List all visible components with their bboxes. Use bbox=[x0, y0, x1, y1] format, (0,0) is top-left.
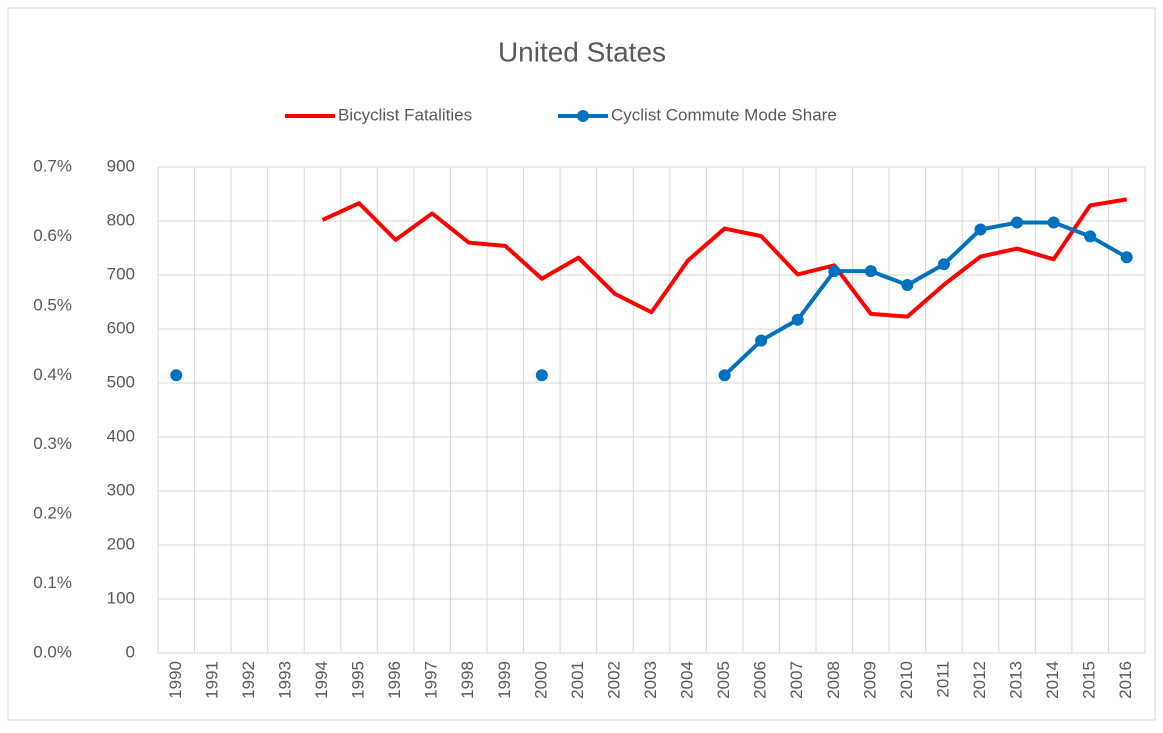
series-marker bbox=[718, 369, 731, 382]
y2-tick-label: 0.4% bbox=[33, 365, 72, 384]
series-marker bbox=[1084, 230, 1097, 243]
x-tick-label: 2008 bbox=[824, 661, 843, 699]
series-marker bbox=[937, 258, 950, 271]
y2-tick-label: 0.1% bbox=[33, 573, 72, 592]
x-tick-label: 2014 bbox=[1043, 661, 1062, 699]
x-tick-label: 2015 bbox=[1080, 661, 1099, 699]
x-tick-label: 2007 bbox=[787, 661, 806, 699]
chart-border bbox=[7, 7, 1156, 721]
series-line bbox=[723, 220, 1128, 377]
y2-tick-label: 0.7% bbox=[33, 156, 72, 175]
y2-tick-label: 0.5% bbox=[33, 295, 72, 314]
x-tick-label: 1992 bbox=[239, 661, 258, 699]
x-tick-label: 2005 bbox=[714, 661, 733, 699]
y2-tick-label: 0.6% bbox=[33, 226, 72, 245]
x-tick-label: 1990 bbox=[166, 661, 185, 699]
y-tick-label: 800 bbox=[107, 210, 135, 229]
x-tick-label: 2010 bbox=[897, 661, 916, 699]
series-marker bbox=[535, 369, 548, 382]
series-marker bbox=[1011, 216, 1024, 229]
x-tick-label: 2000 bbox=[531, 661, 550, 699]
y2-tick-label: 0.2% bbox=[33, 504, 72, 523]
series-marker bbox=[1120, 251, 1133, 264]
x-tick-label: 2002 bbox=[604, 661, 623, 699]
y-tick-label: 600 bbox=[107, 318, 135, 337]
x-tick-label: 1991 bbox=[202, 661, 221, 699]
series-marker bbox=[974, 223, 987, 236]
series-marker bbox=[1047, 216, 1060, 229]
y-tick-label: 400 bbox=[107, 426, 135, 445]
y-tick-label: 500 bbox=[107, 372, 135, 391]
series-marker bbox=[791, 313, 804, 326]
legend-label: Cyclist Commute Mode Share bbox=[611, 105, 837, 124]
y-tick-label: 100 bbox=[107, 588, 135, 607]
y-tick-label: 300 bbox=[107, 480, 135, 499]
series-line bbox=[321, 197, 1128, 319]
x-tick-label: 2003 bbox=[641, 661, 660, 699]
y2-tick-label: 0.0% bbox=[33, 642, 72, 661]
series-marker bbox=[170, 369, 183, 382]
x-tick-label: 1998 bbox=[458, 661, 477, 699]
x-tick-label: 2001 bbox=[568, 661, 587, 699]
x-tick-label: 1993 bbox=[275, 661, 294, 699]
x-tick-label: 2004 bbox=[678, 661, 697, 699]
x-tick-label: 1994 bbox=[312, 661, 331, 699]
series-marker bbox=[755, 334, 768, 347]
series-marker bbox=[828, 265, 841, 278]
y2-tick-label: 0.3% bbox=[33, 434, 72, 453]
chart-title: United States bbox=[498, 36, 666, 67]
x-tick-label: 1995 bbox=[349, 661, 368, 699]
y-tick-label: 0 bbox=[126, 642, 135, 661]
series-marker bbox=[901, 279, 914, 292]
x-tick-label: 2009 bbox=[860, 661, 879, 699]
x-tick-label: 2011 bbox=[933, 661, 952, 698]
x-tick-label: 1999 bbox=[495, 661, 514, 699]
x-tick-label: 2012 bbox=[970, 661, 989, 699]
legend-marker bbox=[577, 110, 589, 122]
series-marker bbox=[864, 265, 877, 278]
x-tick-label: 1997 bbox=[422, 661, 441, 699]
y-tick-label: 200 bbox=[107, 534, 135, 553]
x-tick-label: 2006 bbox=[751, 661, 770, 699]
x-tick-label: 2013 bbox=[1007, 661, 1026, 699]
legend-label: Bicyclist Fatalities bbox=[338, 105, 472, 124]
x-tick-label: 1996 bbox=[385, 661, 404, 699]
x-tick-label: 2016 bbox=[1116, 661, 1135, 699]
y-tick-label: 900 bbox=[107, 156, 135, 175]
y-tick-label: 700 bbox=[107, 264, 135, 283]
